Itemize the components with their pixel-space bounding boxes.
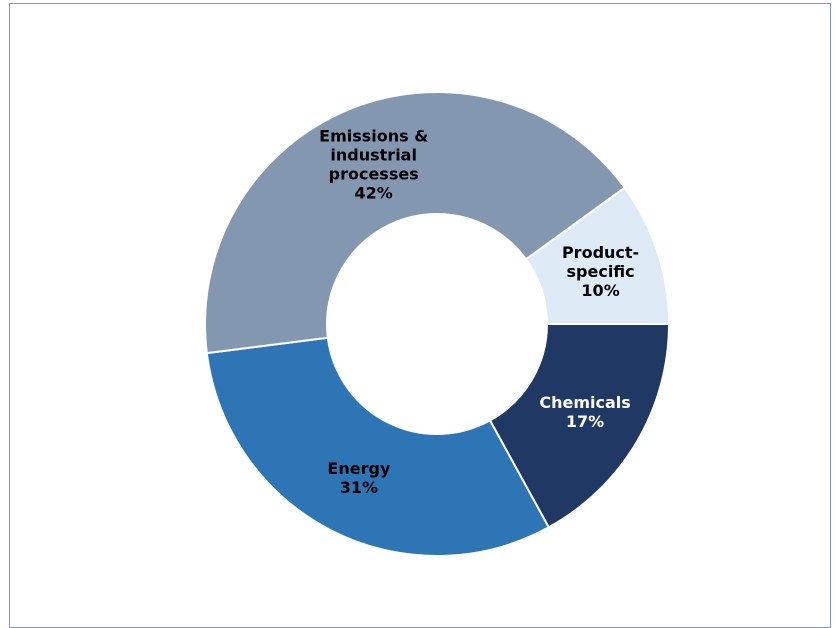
- slice-label-0: Chemicals 17%: [539, 393, 630, 431]
- slice-name-label: industrial: [330, 146, 417, 165]
- slice-name-label: Energy: [327, 459, 391, 478]
- slice-name-label: specific: [567, 262, 635, 281]
- donut-slice-3: [524, 186, 671, 325]
- donut-slice-0: [488, 323, 671, 529]
- slice-name-label: processes: [329, 165, 419, 184]
- slice-value-label: 42%: [355, 184, 393, 203]
- slice-name-label: Emissions &: [319, 127, 428, 146]
- slice-value-label: 17%: [566, 412, 604, 431]
- slice-name-label: Product-: [562, 243, 639, 262]
- donut-slice-2: [204, 91, 627, 355]
- slice-labels: Chemicals 17% Energy 31% Emissions & industri…: [319, 127, 639, 497]
- slice-label-1: Energy 31%: [327, 459, 391, 497]
- slice-name-label: Chemicals: [539, 393, 630, 412]
- donut-slices: [204, 91, 671, 557]
- slice-label-3: Product-specific 10%: [562, 243, 639, 300]
- slice-label-2: Emissions & industrial processes 42%: [319, 127, 428, 203]
- slice-value-label: 31%: [340, 478, 378, 497]
- donut-slice-1: [205, 336, 551, 557]
- slice-value-label: 10%: [581, 281, 619, 300]
